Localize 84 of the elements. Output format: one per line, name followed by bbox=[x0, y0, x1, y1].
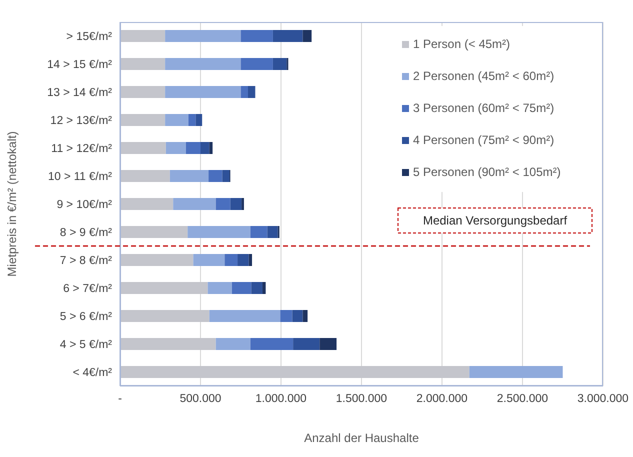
bar bbox=[165, 86, 241, 98]
bar bbox=[302, 310, 308, 322]
y-tick-label: > 15€/m² bbox=[66, 31, 112, 44]
bar bbox=[222, 170, 230, 182]
y-tick-label: < 4€/m² bbox=[72, 367, 112, 380]
bar bbox=[166, 142, 186, 154]
bar bbox=[188, 114, 196, 126]
bar bbox=[224, 254, 238, 266]
bar bbox=[120, 198, 174, 210]
x-tick-label: 1.000.000 bbox=[255, 393, 307, 406]
bar bbox=[248, 86, 256, 98]
bar bbox=[230, 198, 242, 210]
bar bbox=[208, 282, 232, 294]
x-tick-label: - bbox=[118, 393, 122, 406]
y-tick-label: 8 > 9 €/m² bbox=[60, 227, 112, 240]
bar bbox=[120, 170, 170, 182]
y-tick-label: 6 > 7€/m² bbox=[63, 283, 112, 296]
bar bbox=[240, 86, 248, 98]
x-tick-label: 500.000 bbox=[180, 393, 222, 406]
bar bbox=[120, 366, 470, 378]
legend-label: 5 Personen (90m² < 105m²) bbox=[413, 165, 561, 179]
legend-label: 2 Personen (45m² < 60m²) bbox=[413, 69, 554, 83]
bar bbox=[173, 198, 216, 210]
y-tick-label: 12 > 13€/m² bbox=[50, 115, 112, 128]
bar bbox=[120, 226, 188, 238]
y-tick-label: 4 > 5 €/m² bbox=[60, 339, 112, 352]
bar bbox=[251, 282, 262, 294]
y-axis-title: Mietpreis in €/m² (nettokalt) bbox=[5, 131, 19, 277]
bar bbox=[170, 170, 209, 182]
bar bbox=[186, 142, 200, 154]
bar bbox=[208, 170, 222, 182]
bar bbox=[216, 198, 230, 210]
y-tick-label: 13 > 14 €/m² bbox=[47, 87, 112, 100]
bar bbox=[120, 254, 194, 266]
bar bbox=[165, 30, 241, 42]
bar bbox=[193, 254, 225, 266]
bar bbox=[216, 338, 250, 350]
bar bbox=[302, 30, 312, 42]
bar bbox=[262, 282, 266, 294]
bar bbox=[250, 338, 294, 350]
bar bbox=[209, 142, 213, 154]
bar bbox=[120, 58, 166, 70]
bar bbox=[250, 226, 268, 238]
bar bbox=[248, 254, 252, 266]
legend-label: 3 Personen (60m² < 75m²) bbox=[413, 101, 554, 115]
bar bbox=[293, 338, 320, 350]
bar bbox=[209, 310, 280, 322]
bar bbox=[120, 86, 166, 98]
bar bbox=[188, 226, 250, 238]
y-tick-label: 14 > 15 €/m² bbox=[47, 59, 112, 72]
x-axis-title: Anzahl der Haushalte bbox=[304, 431, 420, 445]
y-tick-label: 10 > 11 €/m² bbox=[48, 171, 112, 184]
legend-label: 1 Person (< 45m²) bbox=[413, 37, 510, 51]
y-tick-label: 11 > 12€/m² bbox=[51, 143, 112, 156]
y-tick-label: 9 > 10€/m² bbox=[56, 199, 112, 212]
bar bbox=[469, 366, 563, 378]
bar bbox=[200, 142, 210, 154]
legend-label: 4 Personen (75m² < 90m²) bbox=[413, 133, 554, 147]
y-tick-label: 5 > 6 €/m² bbox=[60, 311, 112, 324]
bar bbox=[120, 142, 166, 154]
bar bbox=[120, 30, 166, 42]
bar bbox=[272, 58, 287, 70]
x-tick-label: 1.500.000 bbox=[336, 393, 388, 406]
x-tick-label: 2.000.000 bbox=[416, 393, 468, 406]
bar bbox=[196, 114, 202, 126]
bar bbox=[120, 114, 166, 126]
bar bbox=[240, 30, 273, 42]
bar bbox=[232, 282, 252, 294]
y-tick-label: 7 > 8 €/m² bbox=[60, 255, 112, 268]
bar bbox=[120, 282, 208, 294]
bar bbox=[267, 226, 278, 238]
x-tick-label: 2.500.000 bbox=[496, 393, 548, 406]
bar bbox=[238, 254, 249, 266]
bar bbox=[292, 310, 303, 322]
bar bbox=[165, 114, 188, 126]
bar bbox=[120, 338, 216, 350]
bar bbox=[320, 338, 337, 350]
bar bbox=[165, 58, 241, 70]
bar bbox=[280, 310, 292, 322]
bar bbox=[120, 310, 210, 322]
x-tick-label: 3.000.000 bbox=[577, 393, 629, 406]
bar bbox=[240, 58, 273, 70]
ref-line-label: Median Versorgungsbedarf bbox=[422, 214, 568, 228]
bar bbox=[272, 30, 303, 42]
